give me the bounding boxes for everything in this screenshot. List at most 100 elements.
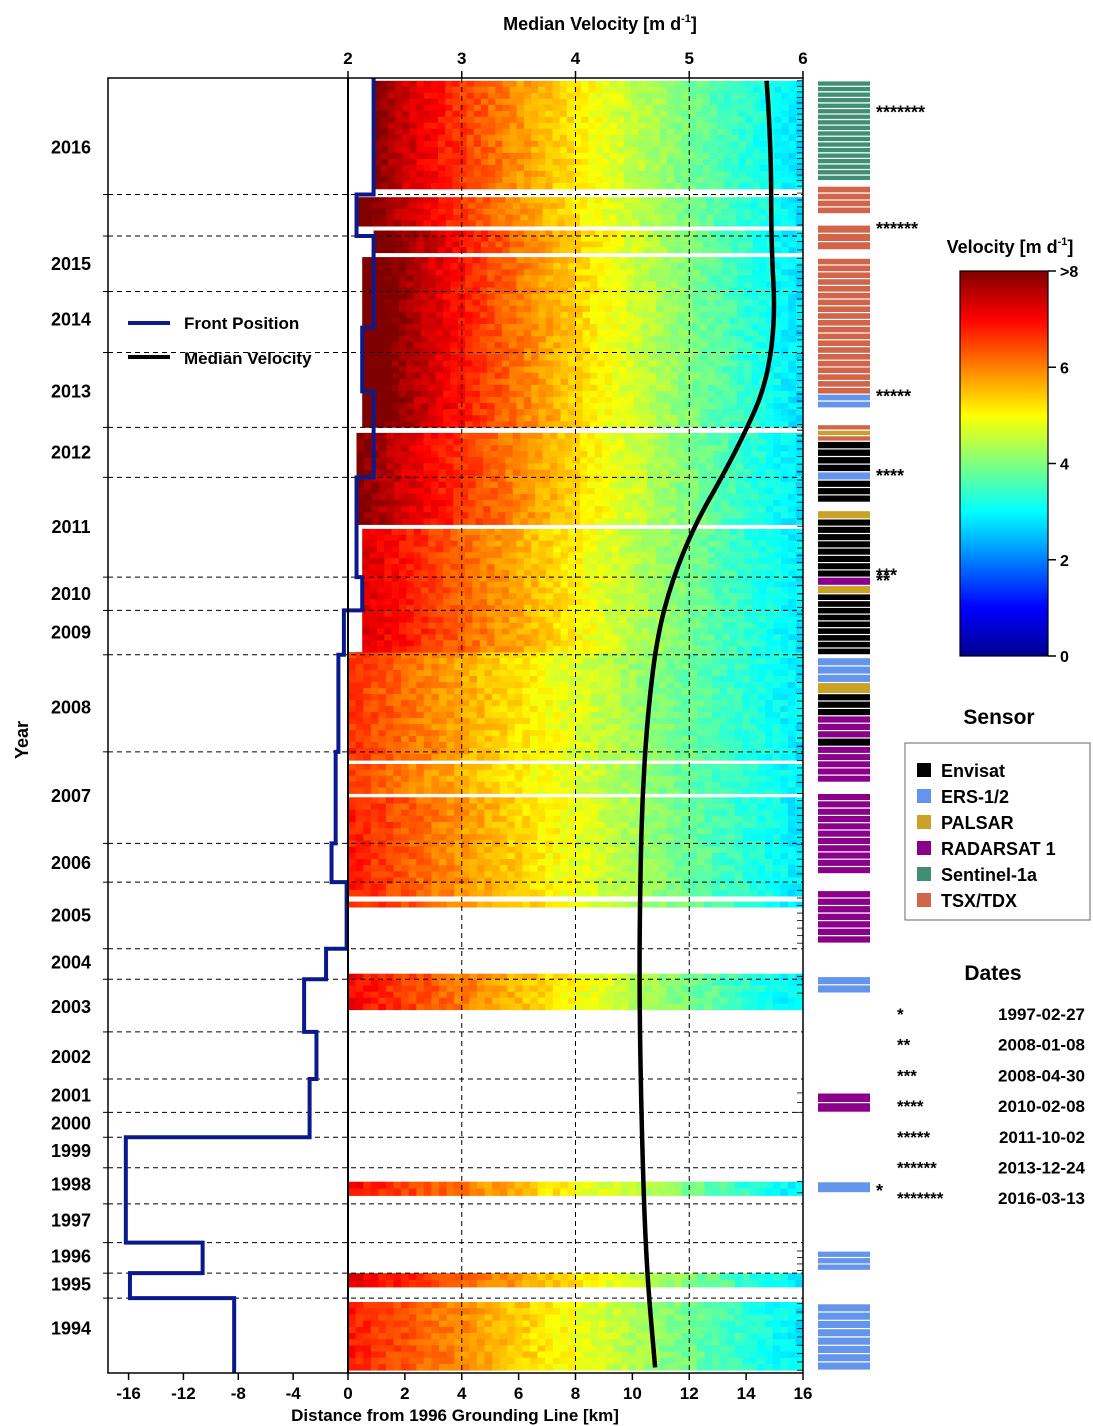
heatmap-cell [772,1273,781,1281]
heatmap-cell [530,865,539,872]
heatmap-cell [454,1308,463,1315]
heatmap-cell [476,1308,486,1315]
heatmap-cell [598,1181,607,1189]
heatmap-cell [537,1314,546,1321]
heatmap-cell [507,742,516,749]
heatmap-cell [663,622,672,629]
heatmap-cell [582,534,591,542]
heatmap-cell [522,1280,531,1288]
heatmap-cell [435,569,444,577]
heatmap-cell [362,581,371,588]
heatmap-cell [423,901,432,908]
heatmap-cell [378,432,387,440]
heatmap-cell [787,834,796,841]
heatmap-cell [583,979,592,987]
heatmap-cell [787,664,796,671]
heatmap-cell [567,1003,577,1011]
heatmap-cell [401,852,410,860]
heatmap-cell [598,797,607,804]
heatmap-cell [416,664,425,671]
heatmap-cell [454,664,463,671]
heatmap-cell [749,1364,759,1371]
heatmap-cell [795,558,803,565]
heatmap-cell [552,712,561,719]
heatmap-cell [696,1302,705,1309]
heatmap-cell [494,569,503,577]
heatmap-cell [537,742,546,749]
heatmap-cell [421,534,429,542]
heatmap-cell [605,718,614,725]
heatmap-cell [522,997,531,1005]
heatmap-cell [545,797,554,804]
heatmap-cell [522,718,531,725]
heatmap-cell [734,1333,743,1340]
heatmap-cell [734,775,743,783]
heatmap-cell [348,815,357,823]
heatmap-cell [780,901,789,908]
heatmap-cell [538,564,547,571]
heatmap-cell [634,569,642,577]
heatmap-cell [523,628,532,635]
heatmap-cell [423,688,432,695]
heatmap-cell [439,712,448,719]
heatmap-cell [507,694,516,701]
heatmap-cell [714,634,723,641]
heatmap-cell [552,724,561,731]
heatmap-cell [385,1003,395,1011]
heatmap-cell [376,575,385,583]
heatmap-cell [744,540,753,547]
heatmap-cell [378,846,387,854]
heatmap-cell [484,822,493,829]
heatmap-cell [575,1326,584,1334]
heatmap-cell [385,1351,395,1359]
heatmap-cell [509,540,517,547]
heatmap-cell [476,658,486,665]
heatmap-cell [590,769,599,777]
heatmap-cell [619,640,628,647]
heatmap-cell [530,700,539,707]
heatmap-cell [727,682,736,689]
heatmap-cell [363,730,372,737]
heatmap-cell [522,688,531,695]
heatmap-cell [605,652,614,659]
heatmap-cell [658,748,668,755]
heatmap-cell [681,724,690,731]
heatmap-cell [628,1357,637,1365]
heatmap-cell [692,611,701,618]
heatmap-cell [391,611,400,618]
heatmap-cell [734,700,743,707]
heatmap-cell [469,1273,478,1281]
heatmap-cell [575,700,584,707]
heatmap-cell [479,575,488,583]
heatmap-cell [469,859,478,866]
heatmap-cell [780,852,789,860]
heatmap-cell [656,605,664,612]
heatmap-cell [560,815,569,823]
heatmap-cell [704,1273,713,1281]
heatmap-cell [613,815,622,823]
heatmap-cell [385,736,395,743]
heatmap-cell [509,622,517,629]
heatmap-cell [626,528,635,536]
heatmap-cell [443,593,451,600]
heatmap-cell [704,1357,713,1365]
heatmap-cell [744,569,753,577]
heatmap-cell [700,558,709,565]
heatmap-cell [780,764,789,771]
heatmap-cell [643,764,652,771]
heatmap-cell [484,859,493,866]
heatmap-cell [780,877,789,885]
heatmap-cell [567,575,576,583]
heatmap-cell [692,558,701,565]
heatmap-cell [613,1181,622,1189]
heatmap-cell [780,670,789,677]
heatmap-cell [626,622,635,629]
heatmap-cell [636,712,645,719]
heatmap-cell [765,694,774,701]
heatmap-cell [707,634,716,641]
heatmap-cell [393,846,402,854]
heatmap-cell [795,1181,803,1189]
heatmap-cell [758,622,767,629]
heatmap-cell [439,1188,448,1196]
heatmap-cell [598,803,607,811]
